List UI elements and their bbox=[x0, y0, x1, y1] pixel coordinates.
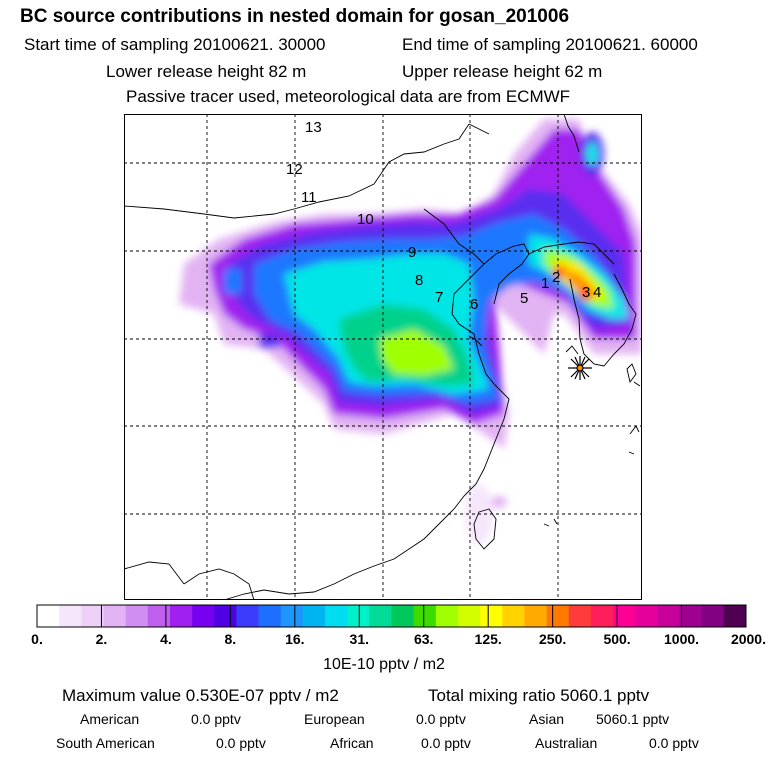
region-asian-name: Asian bbox=[529, 711, 565, 727]
plot-title: BC source contributions in nested domain… bbox=[20, 6, 570, 27]
colorbar-cell bbox=[568, 605, 592, 627]
colorbar-cell bbox=[391, 605, 414, 627]
colorbar-cell bbox=[546, 605, 570, 627]
colorbar-cell bbox=[59, 605, 82, 627]
start-time-label: Start time of sampling 20100621. 30000 bbox=[24, 35, 326, 54]
colorbar-cell bbox=[325, 605, 348, 627]
colorbar-tick-label: 0. bbox=[31, 631, 43, 647]
colorbar-tick-label: 8. bbox=[225, 631, 237, 647]
colorbar-cell bbox=[613, 605, 636, 627]
colorbar-cell bbox=[103, 605, 126, 627]
region-european-name: European bbox=[304, 711, 365, 727]
region-south-american-name: South American bbox=[56, 735, 155, 751]
tracer-note: Passive tracer used, meteorological data… bbox=[126, 87, 571, 106]
colorbar-tick-label: 500. bbox=[603, 631, 630, 647]
colorbar-cell bbox=[125, 605, 149, 627]
colorbar-tick-label: 63. bbox=[414, 631, 433, 647]
map-grid bbox=[124, 114, 642, 600]
colorbar-cells bbox=[36, 604, 747, 628]
total-mixing-label: Total mixing ratio 5060.1 pptv bbox=[428, 686, 650, 705]
colorbar-cell bbox=[435, 605, 459, 627]
traj-label-12: 12 bbox=[286, 161, 303, 178]
traj-label-8: 8 bbox=[415, 272, 423, 289]
colorbar-tick-label: 2. bbox=[96, 631, 108, 647]
colorbar-tick-label: 16. bbox=[285, 631, 304, 647]
colorbar-cell bbox=[657, 605, 680, 627]
colorbar-cell bbox=[635, 605, 658, 627]
colorbar-cell bbox=[37, 605, 60, 627]
colorbar-cell bbox=[147, 605, 171, 627]
region-african-value: 0.0 pptv bbox=[421, 735, 471, 751]
colorbar-cell bbox=[413, 605, 437, 627]
traj-label-9: 9 bbox=[408, 244, 416, 261]
colorbar-tick-label: 4. bbox=[160, 631, 172, 647]
traj-label-6: 6 bbox=[470, 296, 478, 313]
traj-label-4: 4 bbox=[593, 284, 601, 301]
colorbar-unit-label: 10E-10 pptv / m2 bbox=[323, 656, 445, 673]
colorbar-cell bbox=[192, 605, 215, 627]
colorbar-cell bbox=[590, 605, 614, 627]
colorbar-cell bbox=[480, 605, 503, 627]
colorbar-tick-label: 1000. bbox=[664, 631, 699, 647]
colorbar-cell bbox=[169, 605, 193, 627]
traj-label-3: 3 bbox=[582, 284, 590, 301]
traj-label-7: 7 bbox=[435, 289, 443, 306]
colorbar-cell bbox=[81, 605, 104, 627]
colorbar-cell bbox=[723, 605, 747, 627]
colorbar-cell bbox=[347, 605, 370, 627]
colorbar-tick-label: 250. bbox=[539, 631, 566, 647]
colorbar-cell bbox=[524, 605, 547, 627]
colorbar-cell bbox=[302, 605, 326, 627]
region-european-value: 0.0 pptv bbox=[416, 711, 466, 727]
colorbar-cell bbox=[258, 605, 282, 627]
colorbar-cell bbox=[502, 605, 525, 627]
region-australian-value: 0.0 pptv bbox=[649, 735, 699, 751]
traj-label-10: 10 bbox=[357, 211, 374, 228]
upper-height-label: Upper release height 62 m bbox=[402, 62, 603, 81]
traj-label-13: 13 bbox=[305, 119, 322, 136]
colorbar-cell bbox=[701, 605, 725, 627]
region-american-value: 0.0 pptv bbox=[191, 711, 241, 727]
colorbar-tick-label: 2000. bbox=[731, 631, 766, 647]
colorbar-cell bbox=[369, 605, 392, 627]
coastlines bbox=[124, 114, 641, 600]
region-australian-name: Australian bbox=[535, 735, 598, 751]
max-value-label: Maximum value 0.530E-07 pptv / m2 bbox=[62, 686, 339, 705]
traj-label-1: 1 bbox=[541, 275, 549, 292]
concentration-field bbox=[179, 119, 642, 544]
receptor-star-icon bbox=[568, 356, 592, 380]
traj-label-2: 2 bbox=[552, 269, 560, 286]
region-south-american-value: 0.0 pptv bbox=[216, 735, 266, 751]
region-asian-value: 5060.1 pptv bbox=[596, 711, 670, 727]
colorbar-tick-label: 125. bbox=[475, 631, 502, 647]
colorbar-ticks: 0. 2. 4. 8. 16. 31. 63. 125. 250. 500. 1000. 2000. bbox=[31, 631, 766, 647]
colorbar-tick-label: 31. bbox=[350, 631, 369, 647]
colorbar-cell bbox=[280, 605, 304, 627]
colorbar-cell bbox=[679, 605, 702, 627]
lower-height-label: Lower release height 82 m bbox=[106, 62, 307, 81]
colorbar: 0. 2. 4. 8. 16. 31. 63. 125. 250. 500. 1000. 2000. bbox=[31, 604, 766, 647]
traj-label-11: 11 bbox=[301, 189, 317, 206]
colorbar-cell bbox=[236, 605, 259, 627]
end-time-label: End time of sampling 20100621. 60000 bbox=[402, 35, 698, 54]
colorbar-cell bbox=[457, 605, 481, 627]
concentration-map: 13 12 11 10 9 8 7 6 5 1 2 3 4 bbox=[124, 114, 642, 600]
traj-label-5: 5 bbox=[520, 290, 528, 307]
region-american-name: American bbox=[80, 711, 140, 727]
region-african-name: African bbox=[330, 735, 374, 751]
colorbar-cell bbox=[214, 605, 237, 627]
trajectory-labels: 13 12 11 10 9 8 7 6 5 1 2 3 4 bbox=[286, 119, 601, 313]
